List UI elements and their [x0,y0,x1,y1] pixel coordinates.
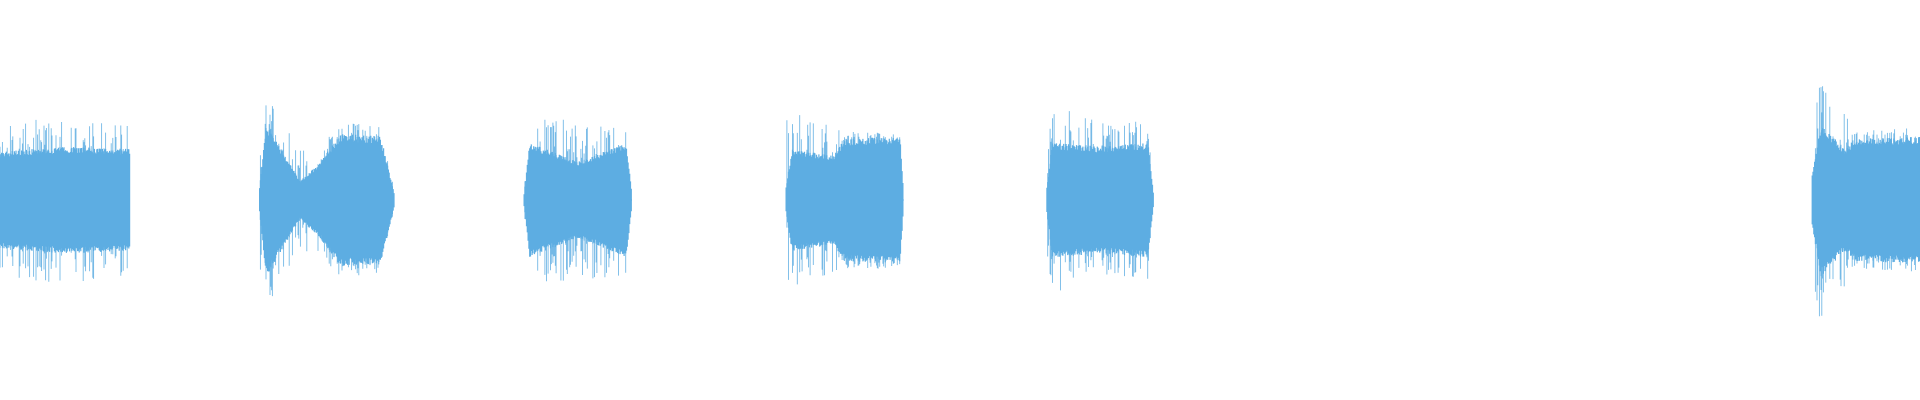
wave-body [1811,128,1920,277]
